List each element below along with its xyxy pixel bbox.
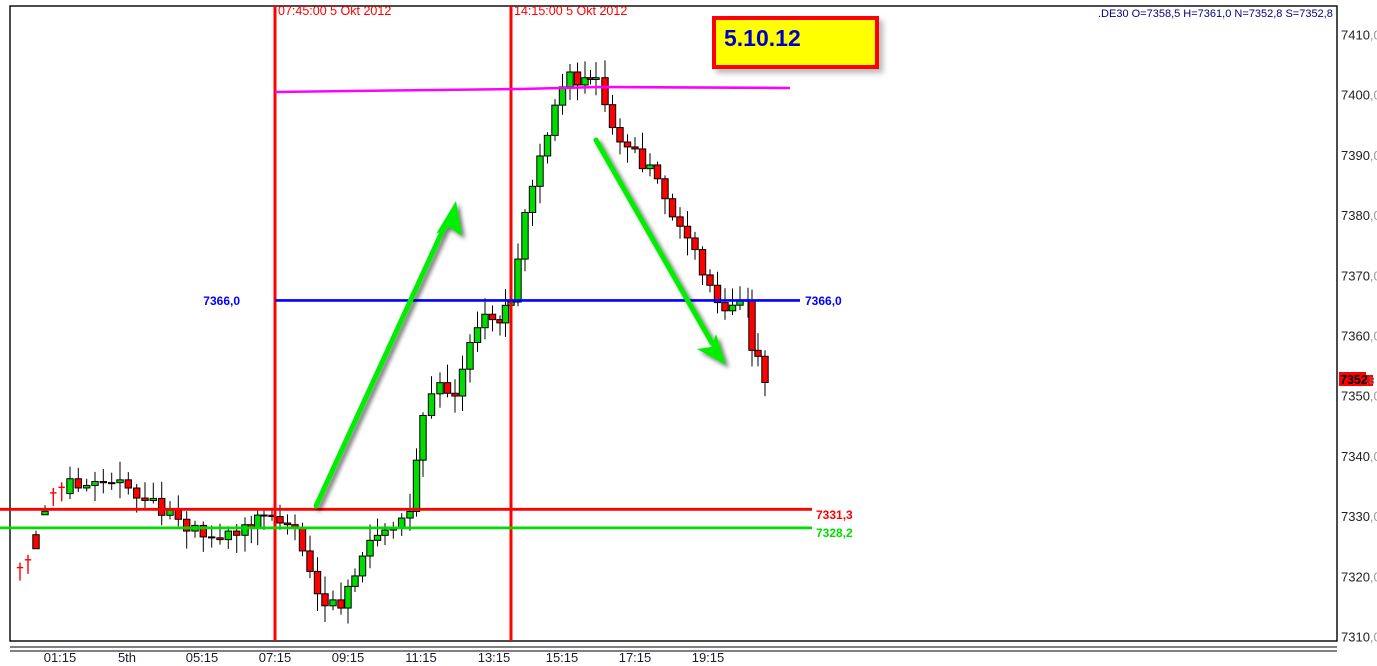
svg-text:7410,0: 7410,0: [1341, 28, 1377, 43]
svg-text:17:15: 17:15: [619, 650, 652, 665]
svg-text:7400,0: 7400,0: [1341, 88, 1377, 103]
svg-text:,8: ,8: [1366, 375, 1375, 387]
svg-text:7352: 7352: [1340, 373, 1368, 387]
svg-text:7328,2: 7328,2: [816, 526, 853, 540]
svg-text:07:15: 07:15: [259, 650, 292, 665]
svg-text:7331,3: 7331,3: [816, 508, 853, 522]
svg-text:7370,0: 7370,0: [1341, 268, 1377, 283]
svg-text:7390,0: 7390,0: [1341, 148, 1377, 163]
svg-text:7366,0: 7366,0: [805, 294, 842, 308]
svg-text:7310,0: 7310,0: [1341, 630, 1377, 645]
svg-text:7380,0: 7380,0: [1341, 208, 1377, 223]
svg-text:7330,0: 7330,0: [1341, 509, 1377, 524]
svg-text:07:45:00 5 Okt 2012: 07:45:00 5 Okt 2012: [278, 4, 391, 18]
svg-text:13:15: 13:15: [478, 650, 511, 665]
svg-text:7366,0: 7366,0: [203, 294, 240, 308]
svg-text:5.10.12: 5.10.12: [724, 25, 801, 51]
svg-text:01:15: 01:15: [44, 650, 77, 665]
svg-text:7360,0: 7360,0: [1341, 329, 1377, 344]
svg-text:19:15: 19:15: [692, 650, 725, 665]
svg-text:7340,0: 7340,0: [1341, 449, 1377, 464]
svg-text:7350,0: 7350,0: [1341, 389, 1377, 404]
svg-text:14:15:00 5 Okt 2012: 14:15:00 5 Okt 2012: [514, 4, 627, 18]
svg-text:5th: 5th: [118, 650, 136, 665]
svg-text:05:15: 05:15: [186, 650, 219, 665]
svg-text:15:15: 15:15: [546, 650, 579, 665]
svg-text:09:15: 09:15: [332, 650, 365, 665]
svg-text:.DE30 O=7358,5 H=7361,0 N=7352: .DE30 O=7358,5 H=7361,0 N=7352,8 S=7352,…: [1098, 8, 1333, 20]
svg-text:7320,0: 7320,0: [1341, 569, 1377, 584]
svg-text:11:15: 11:15: [405, 650, 437, 665]
